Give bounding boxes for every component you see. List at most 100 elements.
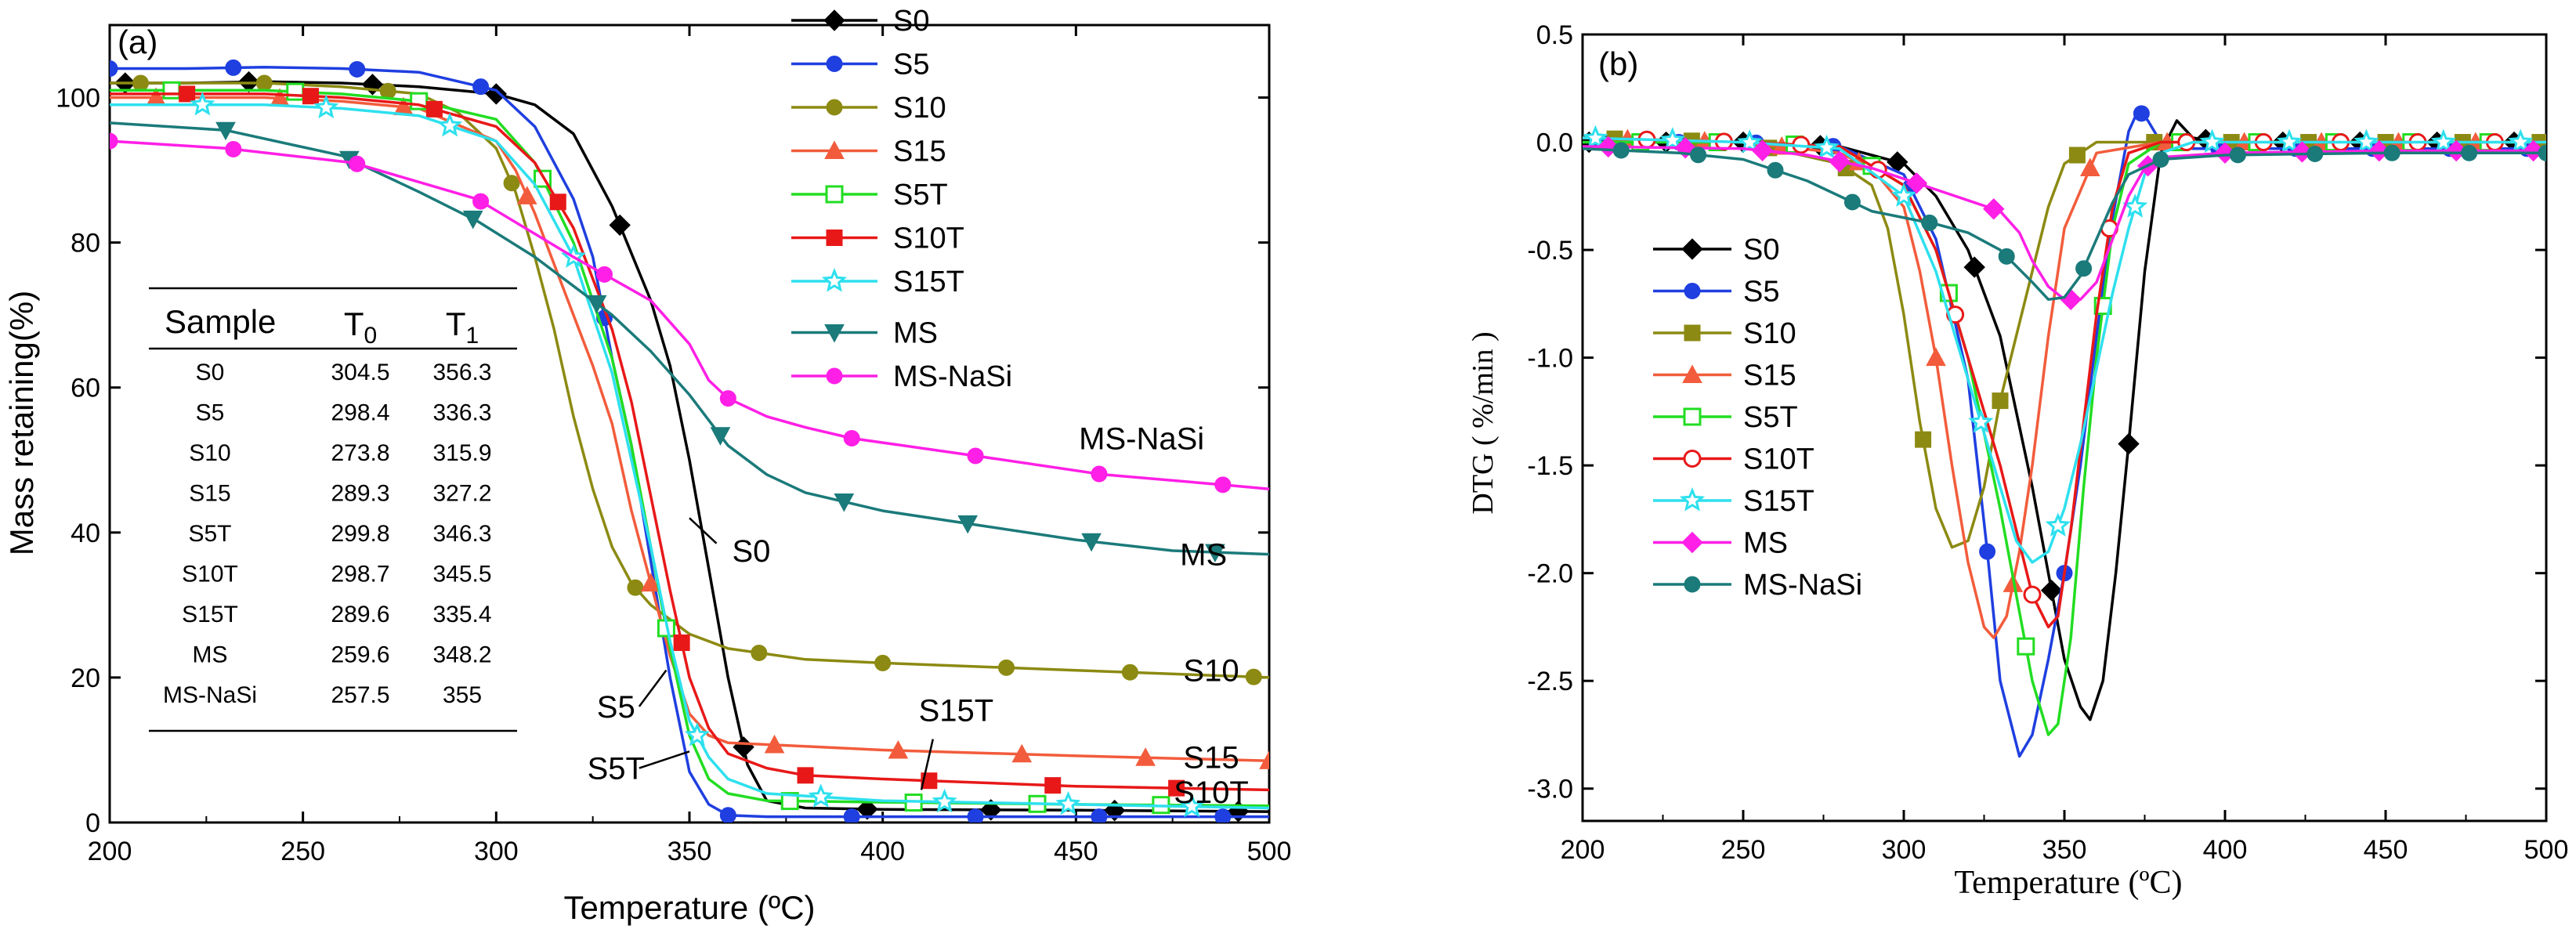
y-tick-label: -2.0: [1527, 559, 1573, 589]
data-point: [215, 121, 236, 141]
x-tick-label: 250: [280, 837, 325, 866]
legend-label: S5T: [893, 179, 948, 212]
data-point: [2353, 128, 2379, 154]
data-point: [1979, 543, 1996, 560]
series-s0: [1583, 119, 2546, 721]
y-axis-ticks: 0 20 40 60 80 100: [56, 84, 1269, 838]
series-ms-nasi: [1583, 142, 2546, 302]
series-line-ms: [110, 121, 1269, 556]
annotation-s5: S5: [597, 690, 635, 725]
x-tick-label: 300: [1882, 835, 1927, 865]
leader-line: [639, 750, 690, 769]
data-point: [2068, 146, 2086, 164]
data-point: [1091, 465, 1108, 483]
data-point: [586, 295, 607, 314]
x-axis-ticks: 200 250 300 350 400 450 500: [1561, 34, 2568, 865]
series-s10t: [110, 85, 1269, 797]
legend-label: S15: [1743, 360, 1796, 392]
annotation-leaders: [638, 517, 935, 790]
legend-swatch-marker: [823, 9, 845, 31]
data-point: [1968, 409, 1994, 433]
series-line-s15: [110, 96, 1269, 763]
data-point: [2229, 146, 2246, 164]
table-cell-sample: MS: [193, 642, 228, 668]
data-point: [255, 74, 273, 92]
data-point: [2430, 128, 2456, 154]
series-s15: [1583, 128, 2546, 639]
table-row: S15 289.3 327.2: [189, 481, 491, 507]
legend-item-s15: S15: [791, 136, 946, 168]
table-cell-value: 259.6: [331, 642, 389, 668]
chart-b: 200 250 300 350 400 450 500 -3.0 -2.5 -2.0 -1.5 -1…: [1467, 20, 2568, 901]
table-cell-value: 299.8: [331, 521, 389, 547]
data-point: [932, 788, 957, 813]
legend-swatch-marker: [824, 324, 845, 343]
data-point: [425, 100, 443, 118]
data-point: [361, 74, 384, 96]
data-point: [710, 427, 731, 446]
data-point: [843, 430, 860, 447]
data-point: [225, 140, 242, 157]
data-point: [998, 659, 1015, 676]
legend-label: S5: [1743, 276, 1779, 309]
table-row: MS 259.6 348.2: [193, 642, 492, 668]
series-s0: [110, 70, 1269, 822]
data-point: [1245, 668, 1262, 685]
series-line-ms-nasi: [1583, 147, 2546, 302]
panel-label: (a): [118, 24, 157, 60]
x-tick-label: 300: [474, 837, 519, 866]
y-tick-label: 60: [71, 374, 100, 403]
y-tick-label: 0.0: [1536, 128, 1573, 158]
data-point: [1690, 146, 1707, 164]
data-point: [1843, 193, 1861, 211]
data-point: [2133, 105, 2150, 122]
data-point: [485, 83, 508, 105]
annotation-s0: S0: [732, 534, 770, 569]
data-point: [516, 186, 537, 204]
legend-item-s5: S5: [791, 49, 929, 81]
data-point: [2538, 144, 2546, 161]
x-tick-label: 450: [2364, 835, 2408, 865]
data-point: [751, 644, 768, 661]
table-cell-sample: S5: [196, 400, 225, 426]
table-cell-value: 298.4: [331, 400, 389, 426]
data-point: [1612, 142, 1630, 159]
data-point: [110, 60, 118, 78]
table-cell-value: 336.3: [432, 400, 491, 426]
y-tick-label: -1.5: [1527, 451, 1573, 481]
legend-swatch-marker: [824, 140, 845, 159]
annotation-s5t: S5T: [588, 751, 645, 786]
series-s10t: [1583, 130, 2546, 629]
data-point: [834, 493, 855, 512]
panel-label: (b): [1598, 45, 1638, 82]
series-s10: [1583, 130, 2546, 549]
chart-a: 200 250 300 350 400 450 500 0 20 40 60 80 100 (a) T…: [3, 5, 1291, 926]
series-ms-nasi: [110, 132, 1269, 494]
series-s15t: [1583, 125, 2546, 564]
y-tick-label: 0: [85, 808, 100, 838]
data-point: [2118, 432, 2140, 455]
legend-item-s15t: S15T: [791, 266, 964, 298]
legend-swatch-marker: [1682, 364, 1702, 383]
annotation-s15t: S15T: [919, 693, 994, 728]
data-point: [179, 85, 196, 103]
data-point: [2276, 128, 2303, 154]
series-line-s0: [110, 80, 1269, 813]
series-ms: [110, 121, 1269, 563]
legend-label: S10: [893, 92, 946, 125]
legend-item-s15t: S15T: [1653, 485, 1814, 518]
table-header-sample: Sample: [165, 303, 276, 340]
legend-swatch-marker: [825, 185, 844, 204]
series-s5t: [1583, 133, 2546, 736]
legend-item-s5t: S5T: [1653, 401, 1798, 434]
series-line-s10t: [1583, 136, 2546, 629]
data-point: [2075, 260, 2093, 277]
table-row: S10 273.8 315.9: [189, 440, 491, 466]
table-row: S15T 289.6 335.4: [182, 602, 491, 627]
table-cell-value: 304.5: [331, 360, 389, 385]
y-tick-label: 100: [56, 84, 100, 114]
data-point: [1179, 793, 1205, 818]
data-point: [1921, 214, 1938, 231]
data-point: [780, 792, 799, 811]
data-point: [673, 634, 690, 651]
